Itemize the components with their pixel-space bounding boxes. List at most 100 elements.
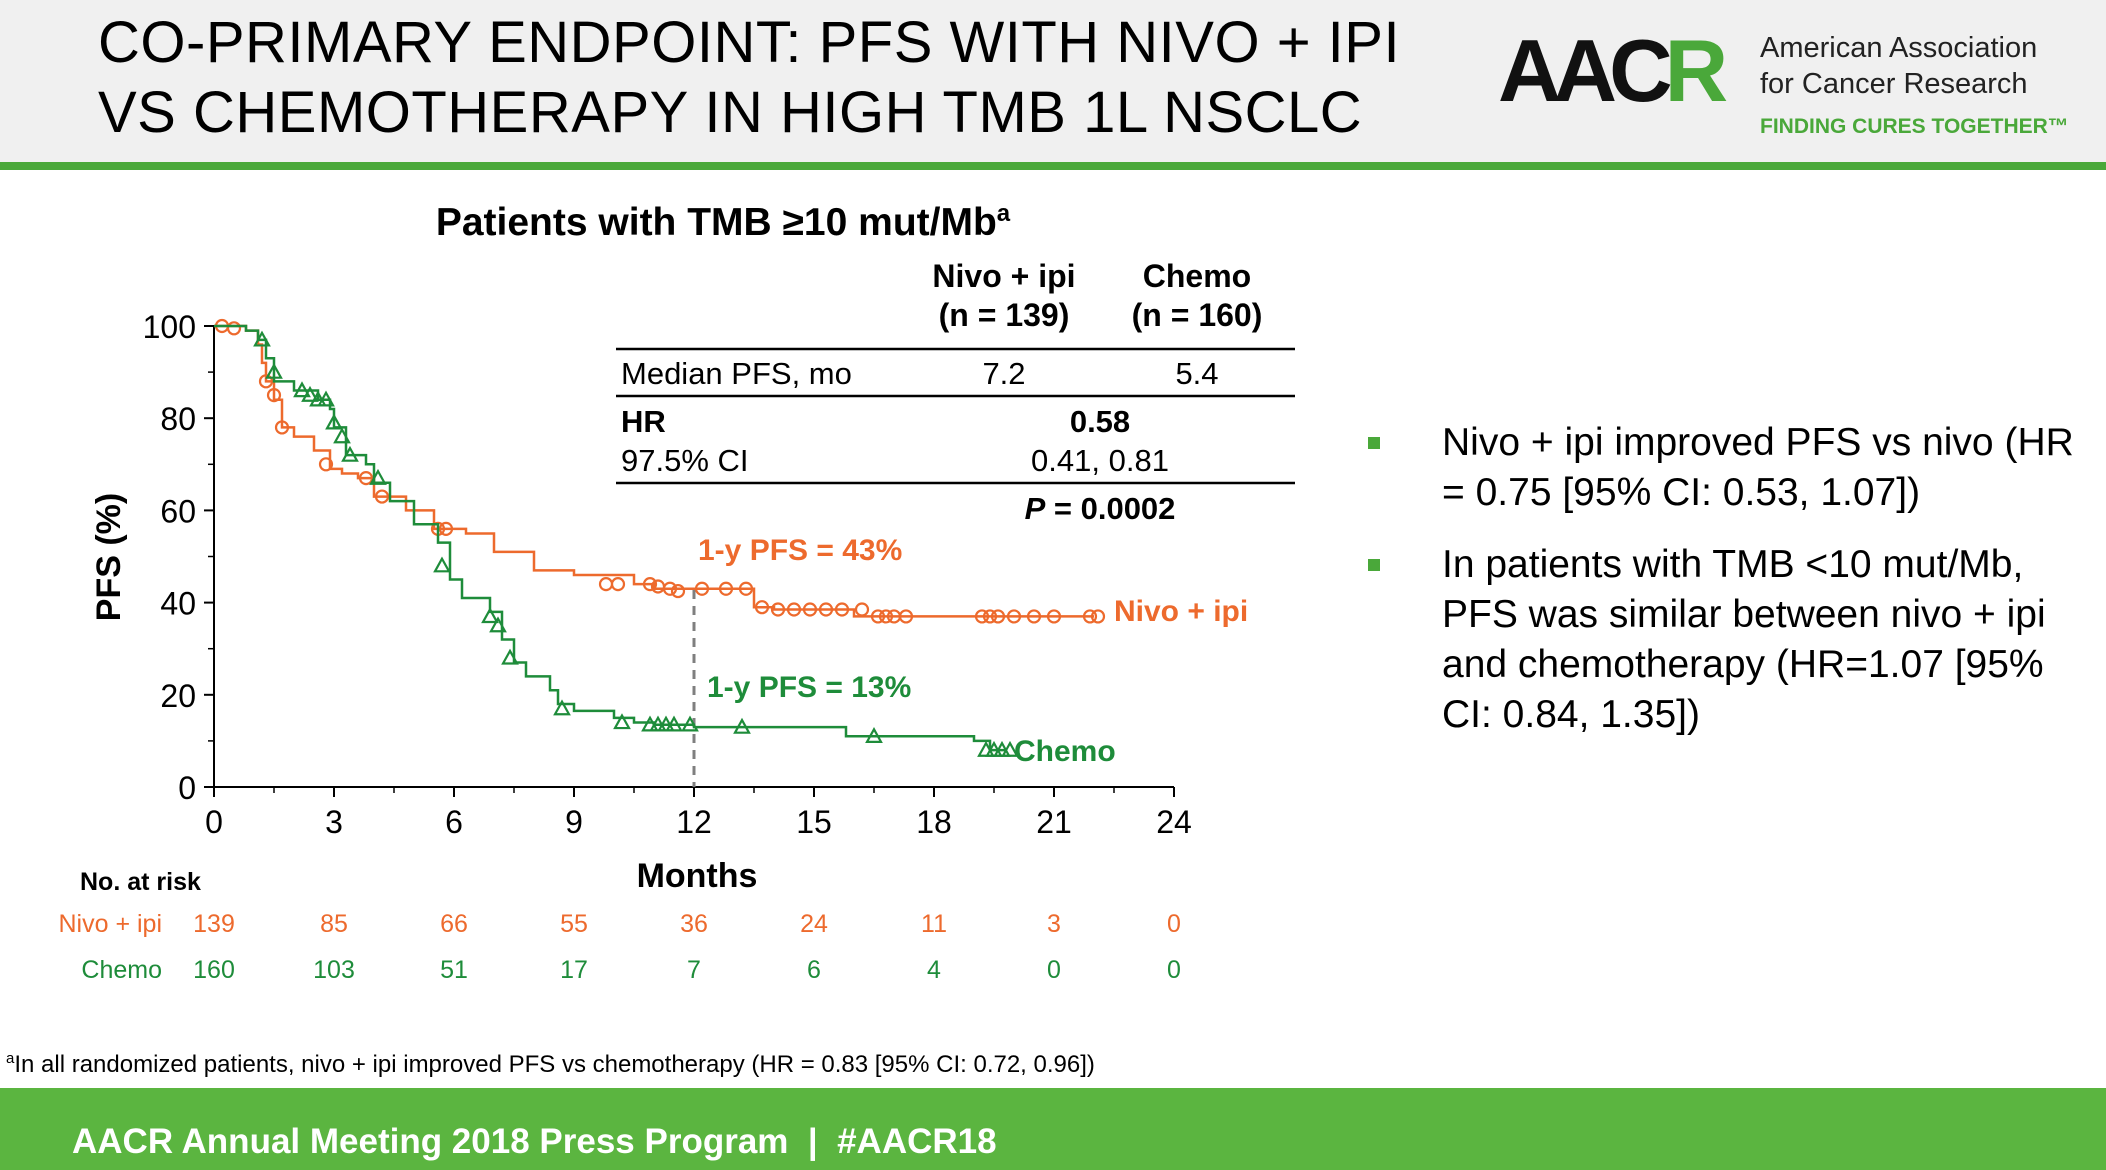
table-hr-label: HR [621, 404, 666, 439]
chemo-censor-mark [553, 699, 571, 716]
logo-name-line-2: for Cancer Research [1760, 68, 2028, 100]
chart-title-superscript: a [997, 200, 1011, 227]
nivo-ipi-censor-mark [718, 581, 734, 596]
y-ticks: 0 20 40 60 80 100 [143, 309, 214, 806]
chemo-censor-mark [865, 727, 883, 743]
nivo-ipi-censor-mark [662, 581, 678, 596]
nivo-ipi-censor-mark [802, 602, 818, 617]
logo-mark-right: R [1664, 21, 1729, 120]
km-curves [214, 318, 1106, 757]
at-risk-value: 85 [320, 910, 348, 938]
at-risk-value: 103 [313, 956, 355, 984]
logo-name-line-1: American Association [1760, 32, 2038, 64]
at-risk-value: 4 [927, 956, 941, 984]
nivo-ipi-censor-mark [770, 602, 786, 617]
nivo-ipi-censor-mark [374, 489, 390, 504]
slide-title: CO-PRIMARY ENDPOINT: PFS WITH NIVO + IPI… [98, 8, 1478, 148]
nivo-ipi-censor-mark [738, 581, 754, 596]
stats-table: Nivo + ipi (n = 139) Chemo (n = 160) Med… [616, 258, 1295, 526]
footnote-marker: a [6, 1050, 15, 1067]
aacr-logo-name: American Association for Cancer Research [1760, 30, 2037, 102]
nivo-1y-pfs-label: 1-y PFS = 43% [698, 534, 902, 567]
square-bullet-icon [1368, 437, 1380, 449]
at-risk-value: 11 [921, 910, 947, 938]
bullet-text-2: In patients with TMB <10 mut/Mb, PFS was… [1442, 543, 2046, 736]
y-tick-label: 100 [143, 309, 196, 345]
table-col-nivo-n: (n = 139) [939, 297, 1070, 333]
x-tick-label: 0 [205, 804, 223, 840]
chemo-censor-mark [301, 385, 319, 402]
chemo-censor-mark [481, 607, 499, 624]
bullet-text-1: Nivo + ipi improved PFS vs nivo (HR = 0.… [1442, 421, 2074, 514]
nivo-ipi-censor-mark [754, 600, 770, 615]
table-p-value: P = 0.0002 [1025, 491, 1176, 526]
at-risk-value: 17 [560, 956, 588, 984]
table-ci-label: 97.5% CI [621, 443, 749, 478]
bullet-item-2: In patients with TMB <10 mut/Mb, PFS was… [1360, 540, 2080, 740]
at-risk-value: 55 [560, 910, 588, 938]
chemo-censor-mark [733, 717, 751, 734]
nivo-ipi-censor-mark [786, 602, 802, 617]
y-tick-label: 0 [178, 770, 196, 806]
y-tick-label: 20 [160, 678, 196, 714]
title-line-1: CO-PRIMARY ENDPOINT: PFS WITH NIVO + IPI [98, 10, 1401, 75]
chemo-censor-mark [681, 715, 699, 732]
footer-bar: AACR Annual Meeting 2018 Press Program |… [0, 1088, 2106, 1170]
chemo-censor-mark [325, 413, 343, 430]
nivo-ipi-censor-mark [266, 388, 282, 403]
table-median-nivo: 7.2 [982, 356, 1025, 391]
at-risk-value: 3 [1047, 910, 1061, 938]
x-tick-label: 24 [1156, 804, 1192, 840]
nivo-ipi-censor-mark [1006, 609, 1022, 624]
key-points: Nivo + ipi improved PFS vs nivo (HR = 0.… [1360, 418, 2080, 762]
x-ticks: 0 3 6 9 12 15 18 21 24 [205, 787, 1192, 840]
tagline-text: FINDING CURES TOGETHER [1760, 115, 2048, 138]
chart-title-text: Patients with TMB ≥10 mut/Mb [436, 201, 997, 244]
logo-mark-left: AAC [1498, 21, 1673, 120]
nivo-ipi-censor-mark [226, 321, 242, 336]
chemo-censor-mark [317, 390, 335, 407]
p-prefix: P [1025, 491, 1046, 526]
at-risk-value: 24 [800, 910, 828, 938]
nivo-ipi-censor-mark [974, 609, 990, 624]
x-tick-label: 3 [325, 804, 343, 840]
at-risk-nivo-label: Nivo + ipi [58, 910, 162, 938]
x-tick-label: 12 [676, 804, 712, 840]
at-risk-value: 51 [440, 956, 468, 984]
table-col-chemo-name: Chemo [1143, 258, 1251, 294]
at-risk-table: Nivo + ipi 139 85 66 55 36 24 11 3 0 Chemo 160 103 51… [58, 910, 1180, 984]
x-tick-label: 15 [796, 804, 832, 840]
chemo-censor-mark [613, 713, 631, 730]
aacr-logo: AACR American Association for Cancer Res… [1498, 20, 2078, 150]
at-risk-value: 7 [687, 956, 701, 984]
footnote: aIn all randomized patients, nivo + ipi … [6, 1050, 1095, 1079]
at-risk-chemo-label: Chemo [81, 956, 162, 984]
nivo-ipi-censor-mark [438, 521, 454, 536]
y-tick-label: 60 [160, 493, 196, 529]
chemo-censor-mark [333, 427, 351, 444]
at-risk-value: 139 [193, 910, 235, 938]
title-line-2: VS CHEMOTHERAPY IN HIGH TMB 1L NSCLC [98, 80, 1363, 145]
at-risk-value: 160 [193, 956, 235, 984]
chemo-censor-mark [433, 556, 451, 573]
nivo-ipi-censor-mark [694, 581, 710, 596]
table-median-chemo: 5.4 [1175, 356, 1218, 391]
chemo-censor-mark [1001, 740, 1019, 757]
tagline-trademark: ™ [2047, 115, 2069, 138]
nivo-ipi-censor-mark [274, 420, 290, 435]
nivo-ipi-censor-mark [1046, 609, 1062, 624]
y-axis-label: PFS (%) [90, 493, 128, 621]
chemo-series-label: Chemo [1014, 735, 1116, 768]
nivo-ipi-censor-mark [898, 609, 914, 624]
nivo-ipi-censor-mark [642, 577, 658, 592]
nivo-ipi-censor-mark [870, 609, 886, 624]
km-chart: Patients with TMB ≥10 mut/Mba 0204060801… [58, 200, 1295, 984]
header-bar: CO-PRIMARY ENDPOINT: PFS WITH NIVO + IPI… [0, 0, 2106, 162]
at-risk-value: 6 [807, 956, 821, 984]
table-median-label: Median PFS, mo [621, 356, 852, 391]
chemo-censor-mark [265, 362, 283, 379]
chemo-censor-mark [293, 381, 311, 398]
footnote-text: In all randomized patients, nivo + ipi i… [14, 1051, 1095, 1078]
chemo-censor-mark [501, 648, 519, 665]
nivo-ipi-censor-mark [358, 471, 374, 486]
